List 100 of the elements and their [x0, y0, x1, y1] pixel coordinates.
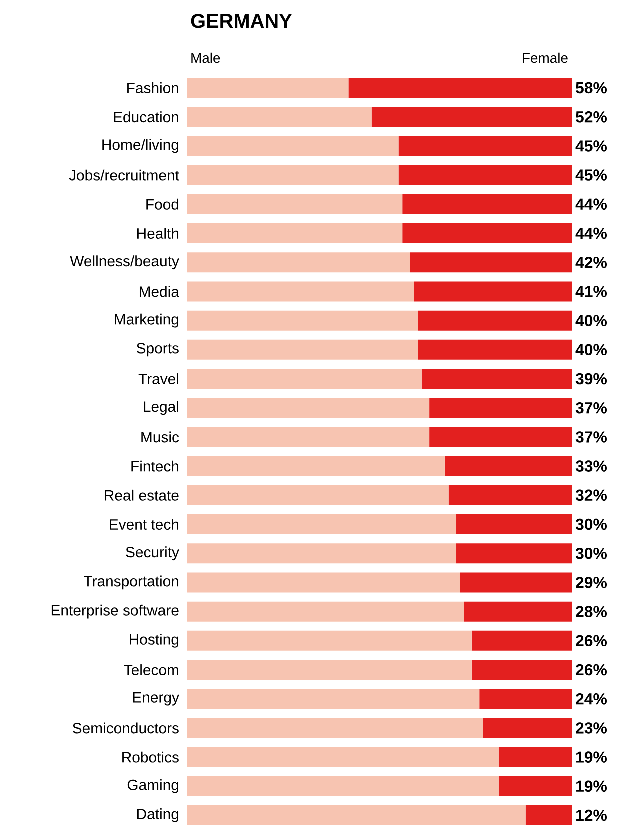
data-label: 45%	[576, 170, 607, 181]
bar	[187, 806, 526, 826]
bar	[187, 544, 457, 564]
data-label: 23%	[576, 722, 607, 734]
bar	[187, 718, 484, 738]
y-tick-label: Music	[142, 432, 180, 443]
bar	[187, 78, 349, 98]
data-label: 58%	[576, 82, 607, 94]
bar	[422, 369, 572, 390]
bar	[402, 224, 572, 244]
bar	[187, 630, 472, 651]
y-tick-label: Security	[126, 546, 180, 561]
bar	[187, 165, 399, 186]
y-tick-label: Health	[138, 228, 179, 239]
series-label: Female	[523, 52, 568, 64]
y-tick-label: Dating	[138, 808, 179, 822]
data-label: 44%	[576, 198, 607, 210]
bar	[418, 340, 572, 360]
bar	[187, 776, 499, 796]
y-tick-label: Wellness/beauty	[70, 256, 180, 270]
y-tick-label: Hosting	[130, 634, 179, 648]
y-tick-label: Real estate	[105, 490, 179, 501]
data-label: 37%	[576, 432, 607, 443]
bar	[460, 572, 572, 593]
y-tick-label: Fintech	[132, 460, 179, 472]
bar	[187, 602, 464, 622]
bar	[187, 369, 422, 390]
y-tick-label: Marketing	[115, 314, 179, 328]
y-tick-label: Event tech	[110, 519, 178, 530]
data-label: 28%	[576, 606, 607, 618]
y-tick-label: Home/living	[102, 139, 178, 154]
data-label: 19%	[576, 780, 607, 792]
y-tick-label: Gaming	[128, 779, 179, 794]
bar	[444, 456, 572, 476]
data-label: 26%	[576, 664, 607, 676]
data-label: 24%	[576, 693, 607, 705]
y-tick-label: Sports	[136, 343, 179, 357]
data-label: 39%	[576, 373, 607, 385]
bar	[187, 136, 399, 156]
data-label: 44%	[576, 228, 607, 240]
data-label: 32%	[576, 490, 607, 502]
y-tick-label: Transportation	[84, 576, 179, 590]
data-label: 41%	[576, 286, 607, 298]
data-label: 45%	[576, 140, 607, 152]
bar	[187, 310, 418, 331]
y-tick-label: Robotics	[122, 752, 179, 763]
bar	[187, 194, 403, 214]
bar	[526, 806, 572, 826]
chart-title: GERMANY	[191, 14, 292, 28]
y-tick-label: Energy	[133, 692, 180, 706]
bar	[456, 514, 572, 535]
data-label: 26%	[576, 635, 607, 647]
bar	[430, 398, 572, 418]
data-label: 42%	[576, 256, 607, 268]
data-label: 12%	[576, 810, 607, 822]
data-label: 40%	[576, 315, 607, 326]
bar	[187, 456, 445, 476]
bar	[456, 544, 572, 564]
bar	[187, 514, 457, 535]
y-tick-label: Enterprise software	[52, 604, 179, 619]
bar	[480, 689, 572, 710]
data-label: 52%	[576, 111, 607, 123]
bar	[410, 252, 572, 273]
bar	[187, 747, 499, 768]
bar	[472, 660, 572, 680]
bar	[430, 427, 572, 448]
bar	[414, 282, 572, 302]
bar	[187, 689, 480, 710]
bar	[187, 572, 460, 593]
bar	[187, 660, 472, 680]
y-tick-label: Semiconductors	[73, 722, 179, 734]
bar	[464, 602, 572, 622]
y-tick-label: Legal	[144, 401, 178, 416]
bar	[187, 252, 410, 273]
y-tick-label: Jobs/recruitment	[69, 170, 180, 181]
bar	[402, 194, 572, 214]
bar	[187, 340, 418, 360]
data-label: 33%	[576, 460, 607, 472]
bar	[483, 718, 572, 738]
bar	[418, 310, 572, 331]
bar	[187, 282, 414, 302]
data-label: 19%	[576, 752, 607, 763]
bar	[187, 398, 430, 418]
y-tick-label: Travel	[138, 374, 178, 384]
y-tick-label: Education	[114, 112, 179, 123]
bar	[348, 78, 572, 98]
data-label: 40%	[576, 344, 607, 356]
bar	[187, 485, 449, 506]
bar	[187, 224, 403, 244]
bar	[448, 485, 572, 506]
y-tick-label: Food	[146, 198, 179, 210]
data-label: 30%	[576, 548, 607, 560]
series-label: Male	[192, 52, 220, 64]
data-label: 37%	[576, 402, 607, 414]
bar	[187, 107, 372, 128]
y-tick-label: Telecom	[124, 664, 178, 676]
y-tick-label: Fashion	[128, 82, 179, 94]
bar	[372, 107, 572, 128]
data-label: 29%	[576, 577, 607, 588]
y-tick-label: Media	[140, 286, 180, 298]
